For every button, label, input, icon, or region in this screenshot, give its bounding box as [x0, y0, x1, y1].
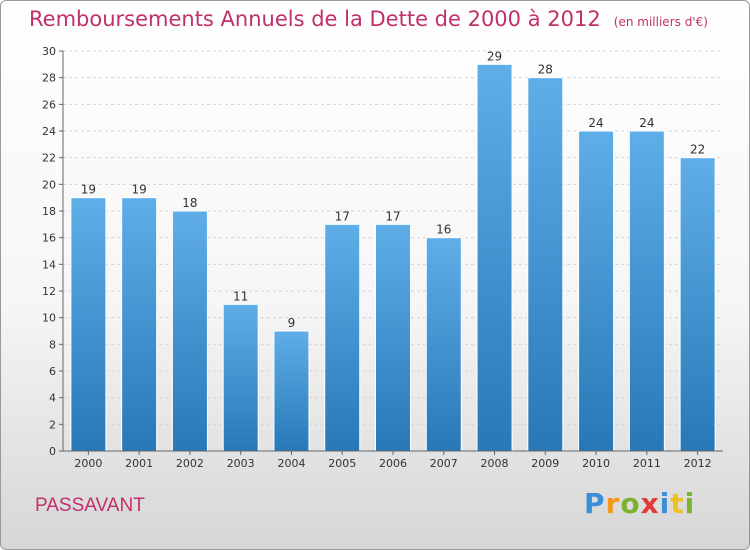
logo-letter: P	[584, 487, 606, 520]
y-tick-label: 30	[42, 45, 56, 58]
y-tick-label: 20	[42, 178, 56, 191]
data-label: 24	[588, 116, 603, 130]
logo-letter: o	[620, 487, 641, 520]
bars: 19 19 18 11 9 17 17 16 29 28 24 24 22	[70, 49, 716, 452]
data-label: 11	[233, 289, 248, 303]
y-tick-label: 6	[49, 365, 56, 378]
bar	[273, 330, 310, 452]
logo-letter: r	[605, 487, 621, 520]
y-tick-label: 0	[49, 445, 56, 458]
logo-letter: x	[640, 487, 660, 520]
bar	[121, 197, 158, 452]
chart-title: Remboursements Annuels de la Dette de 20…	[29, 7, 601, 31]
bar	[628, 130, 665, 452]
y-tick-label: 26	[42, 98, 56, 111]
x-tick-label: 2007	[430, 457, 458, 470]
x-tick-label: 2000	[74, 457, 102, 470]
data-label: 9	[288, 316, 296, 330]
y-tick-label: 28	[42, 72, 56, 85]
x-tick-label: 2001	[125, 457, 153, 470]
data-label: 17	[335, 209, 350, 223]
data-label: 29	[487, 49, 502, 63]
bar	[375, 223, 411, 452]
bar	[679, 157, 716, 452]
bar	[70, 197, 107, 452]
x-tick-label: 2002	[176, 457, 204, 470]
bar	[578, 130, 615, 452]
data-label: 18	[182, 196, 197, 210]
x-tick-label: 2010	[582, 457, 610, 470]
logo-letter: i	[684, 487, 696, 520]
title-row: Remboursements Annuels de la Dette de 20…	[29, 7, 708, 31]
commune-name: PASSAVANT	[35, 495, 145, 516]
bar	[527, 77, 564, 452]
y-tick-label: 14	[42, 258, 56, 271]
y-tick-label: 10	[42, 312, 56, 325]
bar	[324, 223, 361, 452]
x-tick-label: 2012	[684, 457, 712, 470]
chart-unit: (en milliers d'€)	[613, 15, 708, 29]
x-tick-label: 2003	[227, 457, 255, 470]
data-label: 19	[81, 183, 96, 197]
y-tick-label: 2	[49, 418, 56, 431]
bar	[171, 210, 208, 452]
x-tick-label: 2005	[328, 457, 356, 470]
data-label: 16	[436, 223, 451, 237]
data-label: 22	[690, 143, 705, 157]
proxiti-logo: Proxiti	[584, 487, 695, 520]
x-tick-label: 2008	[481, 457, 509, 470]
logo-letter: i	[659, 487, 671, 520]
x-tick-label: 2006	[379, 457, 407, 470]
y-tick-label: 4	[49, 392, 56, 405]
x-tick-label: 2004	[277, 457, 305, 470]
data-label: 28	[538, 63, 553, 77]
y-tick-label: 16	[42, 232, 56, 245]
bar	[425, 237, 462, 452]
bar	[476, 63, 513, 452]
data-label: 17	[385, 209, 400, 223]
y-tick-label: 8	[49, 338, 56, 351]
x-tick-label: 2009	[531, 457, 559, 470]
data-label: 24	[639, 116, 654, 130]
y-tick-label: 24	[42, 125, 56, 138]
y-tick-label: 12	[42, 285, 56, 298]
x-tick-label: 2011	[633, 457, 661, 470]
y-tick-label: 18	[42, 205, 56, 218]
data-label: 19	[132, 183, 147, 197]
logo-letter: t	[670, 487, 685, 520]
y-tick-label: 22	[42, 152, 56, 165]
bar	[222, 303, 259, 452]
